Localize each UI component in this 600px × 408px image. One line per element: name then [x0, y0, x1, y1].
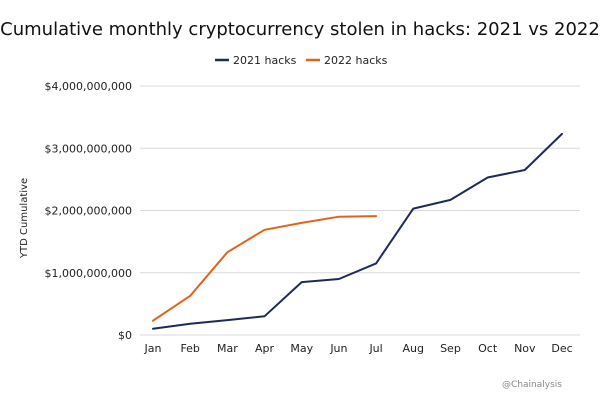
- x-tick-label: Jan: [144, 342, 162, 355]
- series-line-0: [152, 132, 563, 330]
- legend-item: 2021 hacks: [215, 54, 297, 67]
- legend-item: 2022 hacks: [306, 54, 388, 67]
- x-tick-label: Sep: [440, 342, 461, 355]
- x-tick-label: Oct: [478, 342, 498, 355]
- gridlines: [140, 85, 580, 336]
- x-tick-label: Dec: [551, 342, 572, 355]
- legend-label: 2022 hacks: [324, 54, 388, 67]
- x-tick-label: Jun: [329, 342, 347, 355]
- y-axis-label: YTD Cumulative: [19, 178, 30, 259]
- x-tick-label: May: [290, 342, 313, 355]
- series-lines: [152, 132, 563, 330]
- series-line-1: [152, 215, 378, 322]
- x-tick-label: Mar: [217, 342, 238, 355]
- x-tick-label: Feb: [180, 342, 199, 355]
- x-axis-tick-labels: Jan Feb Mar Apr May Jun Jul Aug Sep Oct Nov Dec: [144, 342, 573, 355]
- watermark-text: @Chainalysis: [502, 380, 562, 390]
- legend-label: 2021 hacks: [233, 54, 297, 67]
- legend: 2021 hacks 2022 hacks: [215, 54, 388, 67]
- chart-title: Cumulative monthly cryptocurrency stolen…: [0, 19, 600, 40]
- y-tick-label: $4,000,000,000: [45, 80, 132, 93]
- x-tick-label: Jul: [368, 342, 382, 355]
- x-tick-label: Aug: [403, 342, 424, 355]
- x-tick-label: Apr: [255, 342, 275, 355]
- y-tick-label: $3,000,000,000: [45, 142, 132, 155]
- y-tick-label: $1,000,000,000: [45, 267, 132, 280]
- x-tick-label: Nov: [514, 342, 536, 355]
- y-axis-tick-labels: $0 $1,000,000,000 $2,000,000,000 $3,000,000…: [45, 80, 132, 342]
- y-tick-label: $2,000,000,000: [45, 205, 132, 218]
- y-tick-label: $0: [118, 329, 132, 342]
